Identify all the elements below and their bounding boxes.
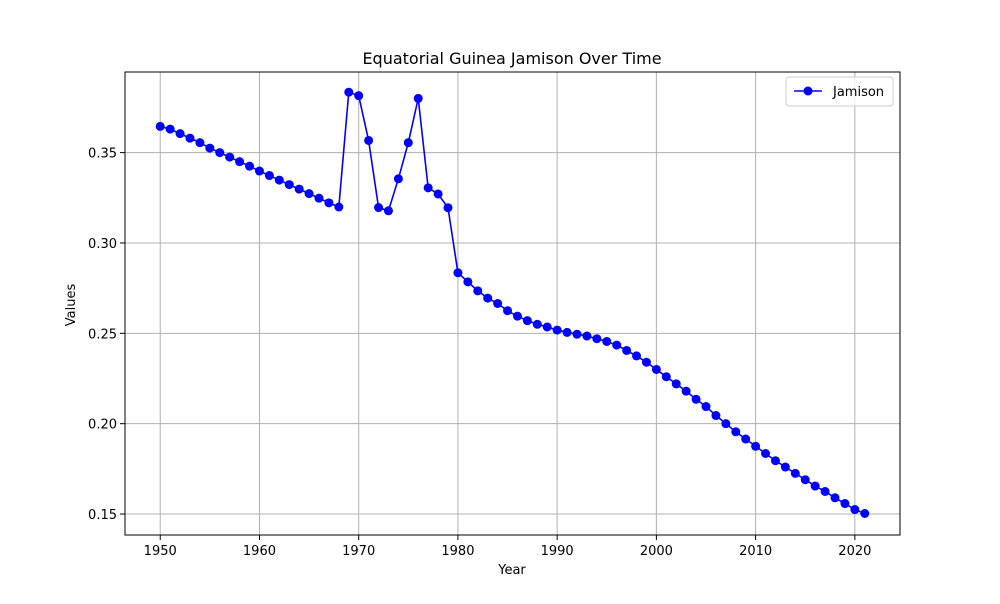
series-layer [155, 87, 870, 518]
data-point [572, 329, 582, 339]
data-point [473, 286, 483, 296]
data-point [344, 87, 354, 97]
data-point [155, 121, 165, 131]
data-point [254, 166, 264, 176]
data-point [483, 293, 493, 303]
data-point [671, 379, 681, 389]
data-point [195, 138, 205, 148]
data-point [493, 299, 503, 308]
data-point [304, 189, 314, 199]
x-axis-ticks: 1950 1960 1970 1980 1990 2000 2010 2020 [144, 535, 871, 559]
data-point [641, 357, 651, 367]
data-point [423, 183, 433, 193]
data-point [731, 427, 741, 437]
data-point [810, 481, 820, 491]
x-tick-label: 2000 [640, 544, 673, 559]
data-point [364, 135, 374, 145]
data-point [433, 189, 443, 199]
data-point [632, 351, 642, 361]
data-point [651, 364, 661, 374]
data-point [582, 331, 592, 341]
x-tick-label: 1970 [342, 544, 375, 559]
x-tick-label: 1990 [541, 544, 574, 559]
data-point [374, 203, 384, 213]
x-tick-label: 1950 [144, 544, 177, 559]
data-point [562, 327, 572, 337]
legend-marker-swatch [803, 86, 813, 96]
x-tick-label: 2020 [838, 544, 871, 559]
data-point [552, 325, 562, 335]
x-tick-label: 1960 [243, 544, 276, 559]
legend: Jamison [785, 76, 894, 107]
data-point [185, 133, 195, 143]
y-tick-label: 0.25 [88, 327, 117, 342]
data-point [850, 505, 860, 515]
data-point [761, 448, 771, 458]
data-point [443, 203, 453, 213]
data-point [780, 462, 790, 472]
data-point [413, 93, 423, 103]
y-tick-label: 0.35 [88, 147, 117, 162]
data-point [463, 277, 473, 287]
data-point [542, 322, 552, 332]
data-point [741, 434, 751, 444]
data-point [522, 316, 532, 326]
data-point [165, 124, 175, 134]
data-point [503, 306, 513, 316]
data-point [661, 372, 671, 382]
data-point [840, 499, 850, 509]
data-point [602, 336, 612, 346]
legend-label-jamison: Jamison [832, 85, 884, 100]
y-tick-label: 0.30 [88, 237, 117, 252]
data-point [691, 394, 701, 404]
data-point [324, 198, 334, 208]
data-point [294, 184, 304, 194]
data-point [721, 419, 731, 429]
data-point [592, 334, 602, 344]
x-tick-label: 2010 [739, 544, 772, 559]
data-point [175, 129, 185, 139]
y-tick-label: 0.15 [88, 508, 117, 523]
data-point [334, 202, 344, 212]
data-point [770, 456, 780, 466]
data-point [274, 175, 284, 185]
y-axis-title: Values [64, 284, 79, 327]
grid-lines [125, 72, 900, 535]
legend-box [785, 76, 894, 107]
data-point [225, 152, 235, 162]
y-axis-ticks: 0.15 0.20 0.25 0.30 0.35 [88, 147, 125, 523]
x-tick-label: 1980 [441, 544, 474, 559]
data-point [245, 161, 255, 171]
data-point [860, 508, 870, 518]
data-point [612, 340, 622, 350]
data-point [681, 386, 691, 396]
data-point [284, 180, 294, 190]
data-point [403, 138, 413, 148]
data-point [711, 411, 721, 421]
plot-frame [124, 71, 901, 536]
data-point [314, 193, 324, 203]
data-point [215, 148, 225, 158]
data-point [512, 311, 522, 321]
data-point [622, 345, 632, 355]
x-axis-title: Year [497, 563, 526, 578]
data-point [751, 441, 761, 451]
data-point [393, 174, 403, 184]
data-point [205, 143, 215, 153]
data-point [532, 319, 542, 329]
data-point [264, 171, 274, 181]
data-point [800, 475, 810, 485]
data-point [830, 493, 840, 503]
data-point [354, 91, 364, 101]
chart-title: Equatorial Guinea Jamison Over Time [362, 49, 661, 68]
data-point [820, 486, 830, 496]
data-point [790, 468, 800, 478]
data-point [453, 268, 463, 278]
data-point [383, 206, 393, 216]
data-point [701, 402, 711, 412]
data-point [235, 157, 245, 167]
y-tick-label: 0.20 [88, 418, 117, 433]
